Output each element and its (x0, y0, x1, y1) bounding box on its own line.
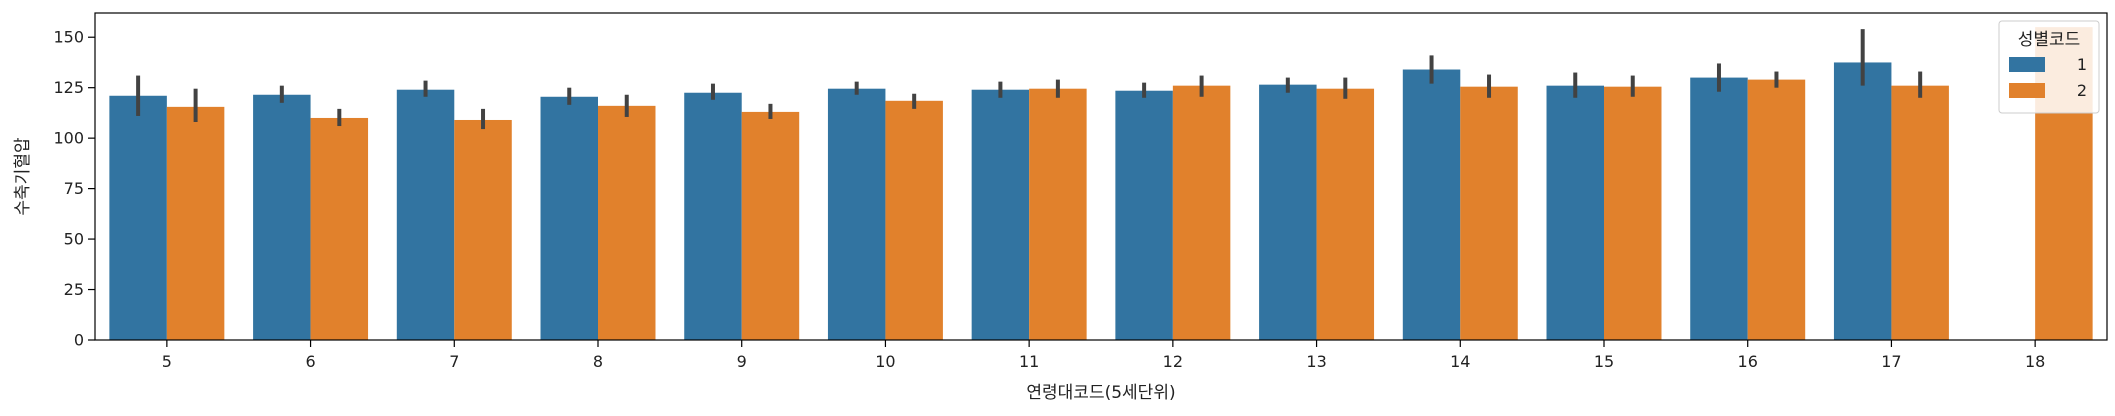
bar-series-1-cat-17 (1833, 62, 1892, 340)
bar-series-1-cat-11 (971, 89, 1030, 340)
bar-series-1-cat-13 (1259, 84, 1317, 340)
bar-series-2-cat-6 (310, 117, 369, 341)
x-tick-label: 7 (449, 352, 459, 371)
y-tick-label: 0 (74, 331, 84, 350)
legend-label-2: 2 (2077, 81, 2087, 100)
x-tick-label: 16 (1738, 352, 1758, 371)
y-tick-label: 25 (64, 280, 84, 299)
x-tick-label: 8 (593, 352, 603, 371)
bar-series-2-cat-10 (885, 100, 943, 340)
x-tick-label: 12 (1163, 352, 1183, 371)
bar-series-1-cat-16 (1690, 77, 1748, 340)
legend-title: 성별코드 (2018, 30, 2081, 50)
x-tick-label: 14 (1450, 352, 1470, 371)
bar-series-2-cat-9 (741, 111, 800, 340)
x-axis-label: 연령대코드(5세단위) (1026, 383, 1175, 403)
x-tick-label: 18 (2025, 352, 2045, 371)
x-tick-label: 9 (737, 352, 747, 371)
bar-series-2-cat-15 (1604, 86, 1662, 340)
x-tick-label: 11 (1019, 352, 1039, 371)
y-axis: 0 25 50 75 100 125 150 (53, 28, 95, 350)
x-tick-label: 5 (162, 352, 172, 371)
error-bars-layer (136, 29, 1923, 130)
y-tick-label: 100 (53, 129, 84, 148)
x-tick-label: 6 (305, 352, 315, 371)
y-tick-label: 150 (53, 28, 84, 47)
bar-series-1-cat-6 (253, 94, 311, 340)
bar-series-1-cat-9 (684, 92, 742, 341)
x-tick-label: 10 (875, 352, 895, 371)
y-axis-label: 수축기혈압 (13, 137, 33, 216)
legend-swatch-1 (2009, 57, 2045, 72)
y-tick-label: 75 (64, 179, 84, 198)
y-tick-label: 50 (64, 230, 84, 249)
bar-series-2-cat-8 (598, 105, 656, 340)
bar-series-2-cat-12 (1172, 85, 1231, 341)
bar-series-2-cat-7 (454, 119, 512, 341)
bar-series-2-cat-16 (1747, 79, 1806, 340)
y-tick-label: 125 (53, 78, 84, 97)
x-axis: 5 6 7 8 9 10 11 12 13 14 15 16 17 18 (162, 340, 2045, 371)
x-tick-label: 15 (1594, 352, 1614, 371)
bar-series-2-cat-11 (1029, 88, 1087, 340)
legend-label-1: 1 (2077, 55, 2087, 74)
legend: 성별코드 12 (1998, 20, 2100, 114)
bars-layer (109, 27, 2093, 341)
bar-series-1-cat-7 (396, 89, 455, 340)
bar-series-1-cat-8 (540, 96, 598, 340)
bar-series-1-cat-12 (1115, 90, 1173, 341)
x-tick-label: 17 (1881, 352, 1901, 371)
x-tick-label: 13 (1306, 352, 1326, 371)
plot-frame (94, 12, 2108, 341)
bar-series-1-cat-15 (1546, 85, 1604, 341)
bar-series-1-cat-14 (1402, 69, 1461, 340)
bar-series-2-cat-17 (1891, 85, 1949, 341)
bar-series-1-cat-5 (109, 95, 167, 340)
legend-entries: 12 (2009, 55, 2087, 100)
bar-series-2-cat-13 (1316, 88, 1375, 340)
bar-series-2-cat-5 (166, 106, 225, 340)
bar-series-2-cat-14 (1460, 86, 1518, 340)
bar-series-1-cat-10 (827, 88, 886, 340)
legend-swatch-2 (2009, 83, 2045, 98)
